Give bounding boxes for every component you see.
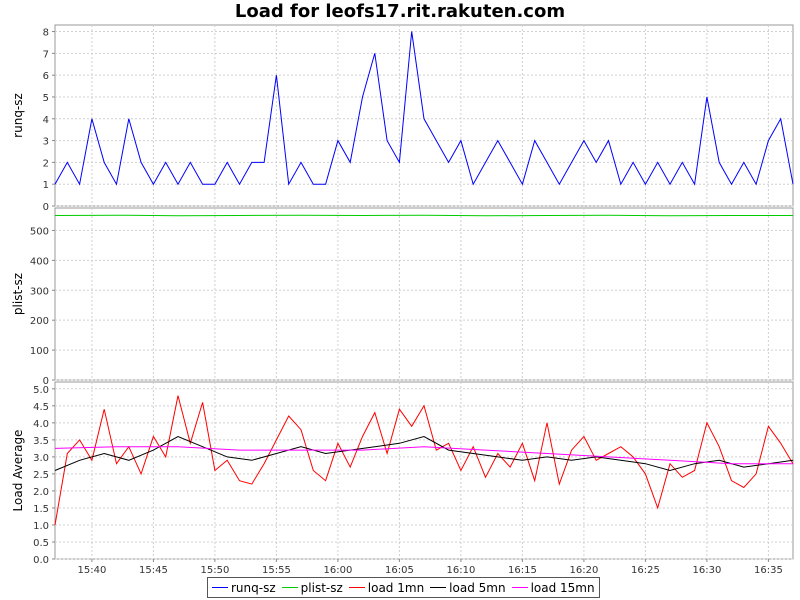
x-tick-label: 16:10 [446, 565, 475, 576]
y-tick-label: 0 [43, 202, 49, 213]
series-line-load-5mn [54, 435, 794, 472]
x-tick-label: 15:40 [77, 565, 106, 576]
legend-swatch [281, 587, 298, 588]
y-tick-label: 3.0 [33, 453, 49, 464]
series-line-plist-sz [54, 214, 793, 217]
y-axis-label: runq-sz [11, 93, 25, 138]
y-tick-label: 4.5 [33, 402, 49, 413]
x-tick-label: 16:30 [692, 565, 721, 576]
plot-panel-1 [54, 207, 794, 381]
x-tick-label: 16:25 [631, 565, 660, 576]
plot-panel-2 [54, 381, 794, 560]
y-tick-label: 0.0 [33, 555, 49, 566]
y-tick-label: 2 [43, 158, 49, 169]
series-line-load-15mn [54, 446, 793, 465]
x-tick-label: 15:50 [200, 565, 229, 576]
legend-label: load 5mn [449, 580, 506, 595]
y-tick-label: 5 [43, 93, 49, 104]
chart-legend: runq-sz plist-sz load 1mn load 5mn load 15mn [207, 577, 600, 598]
y-axis-label: plist-sz [11, 273, 25, 315]
y-tick-label: 2.5 [33, 470, 49, 481]
legend-label: load 15mn [530, 580, 595, 595]
legend-swatch [348, 587, 365, 588]
legend-item: load 15mn [511, 580, 595, 595]
x-tick-label: 16:00 [323, 565, 352, 576]
series-line-runq-sz [54, 31, 794, 186]
y-tick-label: 3 [43, 137, 49, 148]
legend-label: plist-sz [300, 580, 343, 595]
y-tick-label: 1.0 [33, 521, 49, 532]
y-tick-label: 5.0 [33, 385, 49, 396]
series-line-load-1mn [54, 395, 794, 526]
chart-title: Load for leofs17.rit.rakuten.com [234, 1, 566, 22]
y-tick-label: 4.0 [33, 419, 49, 430]
y-tick-label: 7 [43, 49, 49, 60]
legend-item: load 5mn [430, 580, 506, 595]
y-axis-label: Load Average [11, 430, 25, 512]
legend-swatch [430, 587, 447, 588]
x-tick-label: 15:55 [262, 565, 291, 576]
y-tick-label: 300 [30, 286, 49, 297]
load-chart: 0 1 2 3 4 5 6 7 8 runq-sz 0 100 200 300 400 500 plist-sz… [11, 24, 794, 576]
x-tick-label: 16:15 [508, 565, 537, 576]
y-tick-label: 3.5 [33, 436, 49, 447]
y-tick-label: 100 [30, 346, 49, 357]
x-tick-label: 15:45 [139, 565, 168, 576]
x-tick-label: 16:35 [754, 565, 783, 576]
y-tick-label: 500 [30, 226, 49, 237]
y-tick-label: 6 [43, 71, 49, 82]
y-tick-label: 1 [43, 180, 49, 191]
legend-item: plist-sz [281, 580, 343, 595]
legend-swatch [212, 587, 228, 588]
x-tick-label: 16:20 [569, 565, 598, 576]
y-tick-label: 2.0 [33, 487, 49, 498]
y-tick-label: 0 [43, 376, 49, 387]
y-tick-label: 400 [30, 256, 49, 267]
y-tick-label: 200 [30, 316, 49, 327]
y-tick-label: 4 [43, 115, 49, 126]
y-tick-label: 8 [43, 28, 49, 39]
legend-swatch [511, 587, 528, 588]
y-tick-label: 1.5 [33, 504, 49, 515]
y-tick-label: 0.5 [33, 538, 49, 549]
legend-item: load 1mn [348, 580, 425, 595]
legend-item: runq-sz [212, 581, 276, 595]
x-tick-label: 16:05 [385, 565, 414, 576]
legend-label: runq-sz [231, 580, 276, 595]
legend-label: load 1mn [367, 580, 425, 595]
